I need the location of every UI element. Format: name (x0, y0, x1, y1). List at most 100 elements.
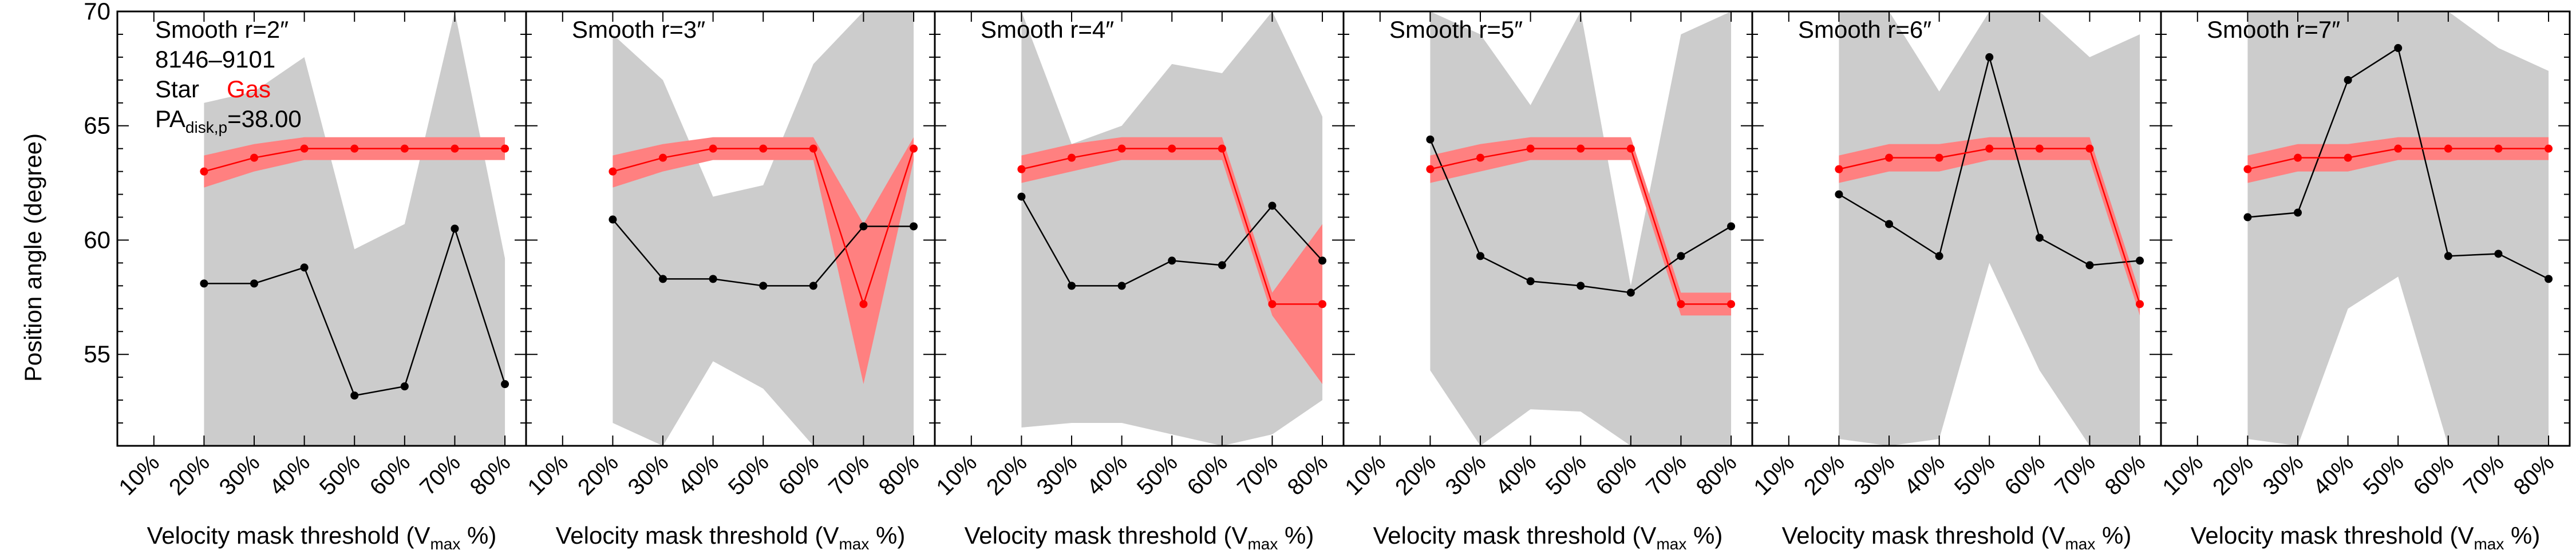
x-tick-label: 50% (1541, 450, 1591, 500)
x-tick-label: 20% (573, 450, 623, 500)
star-point (2494, 250, 2503, 258)
x-tick-label: 20% (982, 450, 1032, 500)
y-tick-label: 70 (84, 0, 110, 25)
x-tick-label: 10% (2158, 450, 2208, 500)
star-point (1476, 252, 1485, 260)
x-tick-label: 50% (2358, 450, 2409, 500)
star-point (2444, 252, 2452, 260)
x-tick-label: 10% (523, 450, 573, 500)
x-tick-label: 80% (1692, 450, 1742, 500)
x-tick-label: 50% (315, 450, 365, 500)
x-tick-label: 80% (1283, 450, 1333, 500)
gas-point (2035, 144, 2044, 153)
star-point (1577, 282, 1585, 290)
gas-point (659, 153, 667, 162)
x-axis-label: Velocity mask threshold (Vmax %) (965, 522, 1314, 553)
x-tick-label: 30% (2258, 450, 2309, 500)
gas-point (501, 144, 509, 153)
star-point (2243, 213, 2252, 221)
gas-point (1727, 300, 1736, 308)
gas-point (609, 167, 617, 176)
star-point (2545, 275, 2553, 283)
star-error-band (2247, 11, 2549, 446)
gas-point (1935, 153, 1943, 162)
gas-point (1577, 144, 1585, 153)
gas-point (2444, 144, 2452, 153)
x-tick-label: 80% (465, 450, 516, 500)
panel-title: Smooth r=2″ (155, 16, 289, 43)
gas-legend-label: Gas (227, 76, 271, 102)
y-tick-label: 60 (84, 226, 110, 253)
x-tick-label: 30% (1441, 450, 1491, 500)
star-point (2344, 76, 2352, 84)
panel-title: Smooth r=3″ (572, 16, 705, 43)
star-point (350, 391, 359, 400)
star-point (1885, 220, 1894, 228)
x-tick-label: 30% (623, 450, 674, 500)
star-error-band (1839, 11, 2140, 446)
x-tick-label: 30% (1850, 450, 1900, 500)
star-point (809, 282, 817, 290)
gas-point (1526, 144, 1535, 153)
star-point (859, 222, 868, 231)
plot-area (609, 11, 918, 446)
gas-point (859, 300, 868, 308)
x-tick-label: 30% (1032, 450, 1082, 500)
panel-title: Smooth r=6″ (1798, 16, 1931, 43)
star-point (910, 222, 918, 231)
star-error-band (1430, 11, 1732, 446)
x-tick-label: 70% (824, 450, 874, 500)
x-tick-label: 70% (1641, 450, 1692, 500)
x-tick-label: 40% (1082, 450, 1132, 500)
star-point (1677, 252, 1685, 260)
gas-point (250, 153, 259, 162)
x-tick-label: 80% (874, 450, 924, 500)
gas-point (300, 144, 309, 153)
gas-point (1117, 144, 1126, 153)
star-error-band (1021, 11, 1323, 446)
panel-5: 10% 20% 30% 40% 50% 60% 70% 80% Smooth r=6″ Veloc… (1749, 10, 2162, 553)
x-tick-label: 20% (1390, 450, 1441, 500)
star-point (1935, 252, 1943, 260)
x-axis-label: Velocity mask threshold (Vmax %) (1782, 522, 2132, 553)
star-point (1526, 277, 1535, 286)
x-axis-label: Velocity mask threshold (Vmax %) (1373, 522, 1723, 553)
star-point (2136, 256, 2144, 265)
plot-area (1017, 11, 1327, 446)
gas-point (2136, 300, 2144, 308)
star-point (709, 275, 717, 283)
gas-point (1068, 153, 1076, 162)
gas-point (2085, 144, 2094, 153)
x-tick-label: 40% (1899, 450, 1950, 500)
star-point (1626, 288, 1635, 297)
panel-4: 10% 20% 30% 40% 50% 60% 70% 80% Smooth r=5″ Veloc… (1340, 10, 1753, 553)
star-point (2394, 43, 2403, 52)
gas-point (2494, 144, 2503, 153)
gas-point (1476, 153, 1485, 162)
x-tick-label: 70% (2459, 450, 2509, 500)
star-point (659, 275, 667, 283)
panel-title: Smooth r=7″ (2207, 16, 2340, 43)
star-point (451, 224, 459, 233)
gas-point (1017, 165, 1026, 173)
gas-point (1985, 144, 1994, 153)
star-point (400, 382, 409, 391)
gas-point (400, 144, 409, 153)
x-tick-label: 10% (1749, 450, 1799, 500)
x-tick-label: 10% (1340, 450, 1390, 500)
gas-point (2294, 153, 2302, 162)
star-point (1426, 135, 1435, 144)
gas-error-band (204, 137, 505, 188)
x-tick-label: 20% (2208, 450, 2258, 500)
star-error-band (613, 11, 914, 446)
x-tick-label: 10% (114, 450, 164, 500)
x-tick-label: 70% (415, 450, 465, 500)
gas-error-band (1430, 137, 1732, 316)
x-tick-label: 60% (2408, 450, 2459, 500)
star-point (2085, 261, 2094, 270)
gas-point (910, 144, 918, 153)
x-tick-label: 80% (2509, 450, 2559, 500)
gas-point (1268, 300, 1277, 308)
gas-point (1885, 153, 1894, 162)
